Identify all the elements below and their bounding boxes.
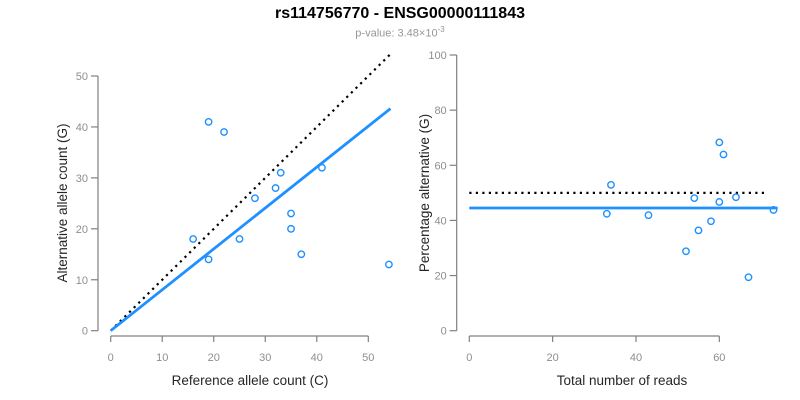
left-x-axis	[110, 335, 369, 342]
right-y-axis-title: Percentage alternative (G)	[417, 113, 432, 273]
right-y-tick-label: 60	[434, 160, 446, 172]
right-y-tick-label: 80	[434, 105, 446, 117]
right-data-points	[602, 138, 778, 282]
data-point	[251, 194, 259, 203]
left-y-tick-label: 20	[76, 224, 88, 236]
left-x-tick-label: 30	[259, 352, 271, 364]
left-x-tick-label: 20	[208, 352, 220, 364]
right-y-tick-label: 100	[428, 50, 446, 62]
data-point	[385, 260, 393, 269]
left-y-tick-label: 40	[76, 122, 88, 134]
data-point	[235, 235, 244, 243]
figure-title: rs114756770 - ENSG00000111843	[274, 5, 525, 22]
data-point	[602, 209, 611, 218]
right-x-tick-label: 0	[466, 352, 472, 364]
data-point	[707, 217, 715, 226]
right-x-tick-label: 20	[547, 352, 559, 364]
right-x-axis	[468, 335, 720, 342]
identity-line	[109, 53, 391, 332]
data-point	[607, 180, 615, 189]
data-point	[204, 255, 213, 264]
data-point	[189, 235, 198, 243]
data-point	[220, 128, 228, 136]
right-x-tick-label: 60	[713, 352, 725, 364]
left-y-tick-label: 50	[76, 71, 88, 83]
data-point	[682, 247, 690, 256]
right-x-tick-label: 40	[630, 352, 642, 364]
right-y-axis	[449, 54, 458, 332]
data-point	[287, 209, 295, 218]
data-point	[769, 206, 778, 214]
left-y-tick-label: 10	[76, 275, 88, 287]
data-point	[694, 226, 703, 235]
data-point	[318, 163, 326, 172]
left-data-points	[189, 117, 393, 269]
data-point	[276, 168, 285, 177]
left-x-axis-title: Reference allele count (C)	[171, 373, 329, 388]
right-x-axis-title: Total number of reads	[556, 373, 688, 388]
right-y-tick-label: 0	[441, 326, 447, 338]
data-point	[204, 117, 213, 126]
data-point	[715, 198, 724, 206]
scatter-plots-canvas: 0 10 20 30 40 50 0 10 20 30 40 50 0 20 40 60 0 20 40 60 80 10…	[76, 50, 778, 364]
pvalue-text: p-value: 3.48×10	[355, 27, 438, 40]
data-point	[744, 273, 753, 282]
right-y-tick-label: 20	[434, 271, 446, 283]
left-scatter-panel: 0 10 20 30 40 50 0 10 20 30 40 50	[76, 53, 393, 364]
data-point	[719, 150, 728, 159]
left-y-tick-label: 0	[82, 326, 88, 338]
left-y-tick-label: 30	[76, 173, 88, 185]
data-point	[690, 194, 699, 202]
pvalue-exponent: -3	[437, 25, 445, 34]
left-x-tick-label: 10	[156, 352, 168, 364]
left-y-axis-title: Alternative allele count (G)	[55, 123, 70, 283]
left-x-tick-label: 50	[362, 352, 374, 364]
data-point	[297, 250, 306, 259]
data-point	[715, 138, 724, 147]
figure-subtitle: p-value: 3.48×10-3	[0, 25, 800, 40]
data-point	[271, 184, 280, 192]
data-point	[644, 211, 653, 220]
data-point	[732, 193, 740, 202]
left-x-tick-label: 40	[311, 352, 323, 364]
data-point	[287, 224, 295, 233]
right-scatter-panel: 0 20 40 60 0 20 40 60 80 100	[428, 50, 778, 364]
left-y-axis	[91, 75, 99, 332]
right-y-tick-label: 40	[434, 215, 446, 227]
left-x-tick-label: 0	[108, 352, 114, 364]
fit-line	[109, 107, 392, 332]
